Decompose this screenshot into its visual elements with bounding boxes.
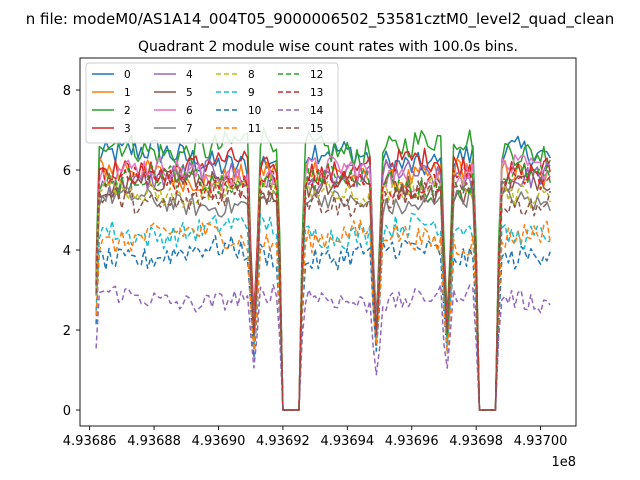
series-line-11 xyxy=(95,219,551,411)
legend-label-14: 14 xyxy=(310,105,324,117)
series-line-8 xyxy=(95,171,551,411)
legend-label-4: 4 xyxy=(186,69,193,81)
plot-frame xyxy=(79,57,577,427)
y-tick-label: 4 xyxy=(63,244,71,259)
x-tick-label: 4.93690 xyxy=(192,434,246,449)
x-tick-label: 4.93696 xyxy=(385,434,439,449)
x-axis: 4.93686 4.93688 4.93690 4.93692 4.93694 4.936… xyxy=(63,426,568,449)
legend-frame xyxy=(85,62,339,144)
legend-label-3: 3 xyxy=(124,123,131,135)
legend-label-5: 5 xyxy=(186,87,193,99)
series-line-12 xyxy=(95,163,551,411)
x-tick-label: 4.93688 xyxy=(127,434,181,449)
y-tick-label: 6 xyxy=(63,164,71,179)
legend-label-10: 10 xyxy=(248,105,261,117)
x-tick-label: 4.93698 xyxy=(449,434,503,449)
legend-label-9: 9 xyxy=(248,87,255,99)
legend-label-13: 13 xyxy=(310,87,323,99)
legend-label-1: 1 xyxy=(124,87,131,99)
series-line-10 xyxy=(95,234,551,411)
legend-label-15: 15 xyxy=(310,123,323,135)
series-line-14 xyxy=(95,284,551,411)
legend-label-7: 7 xyxy=(186,123,193,135)
x-tick-label: 4.93694 xyxy=(320,434,374,449)
y-axis: 0 2 4 6 8 xyxy=(63,84,80,419)
x-tick-label: 4.93700 xyxy=(514,434,568,449)
x-axis-offset-label: 1e8 xyxy=(551,455,576,470)
legend-label-8: 8 xyxy=(248,69,255,81)
y-tick-label: 0 xyxy=(63,404,71,419)
legend-label-2: 2 xyxy=(124,105,131,117)
legend-label-6: 6 xyxy=(186,105,193,117)
figure-suptitle: n file: modeM0/AS1A14_004T05_9000006502_… xyxy=(26,10,615,29)
y-tick-label: 2 xyxy=(63,324,71,339)
series-line-13 xyxy=(95,163,551,411)
legend-label-11: 11 xyxy=(248,123,261,135)
x-tick-label: 4.93686 xyxy=(63,434,117,449)
legend-label-0: 0 xyxy=(124,69,131,81)
x-tick-label: 4.93692 xyxy=(256,434,310,449)
series-line-15 xyxy=(95,178,551,411)
chart-title: Quadrant 2 module wise count rates with … xyxy=(138,39,518,55)
y-tick-label: 8 xyxy=(63,84,71,99)
legend-label-12: 12 xyxy=(310,69,323,81)
